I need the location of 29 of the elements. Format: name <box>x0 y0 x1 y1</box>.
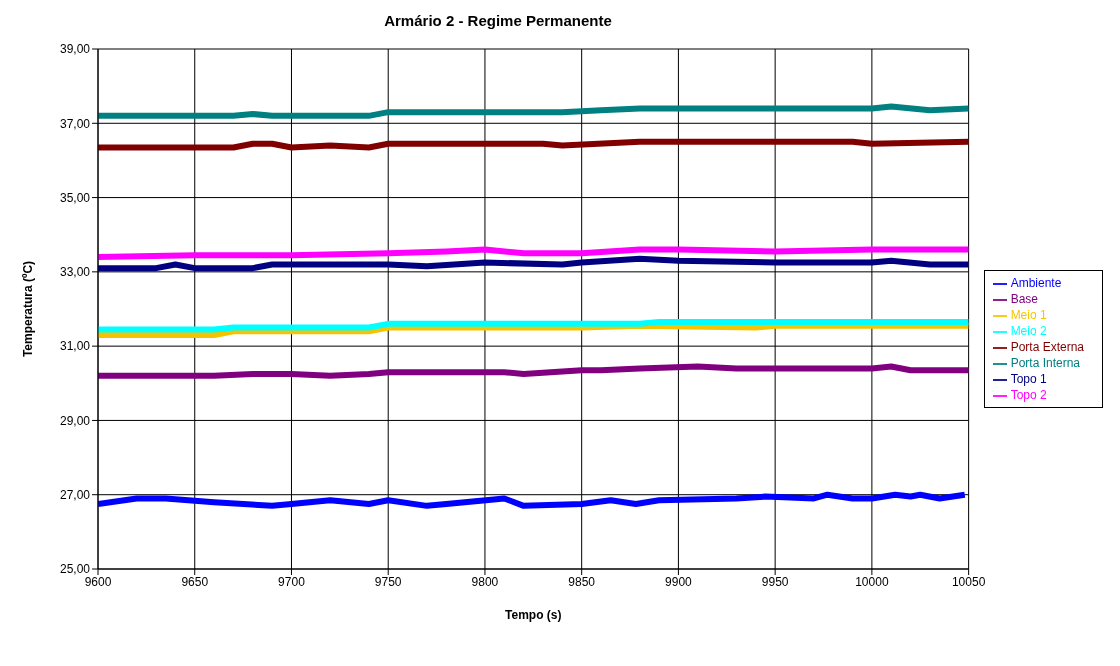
y-tick-label: 31,00 <box>59 339 91 354</box>
legend-label: Meio 1 <box>1010 308 1047 322</box>
y-tick-label: 33,00 <box>59 265 91 280</box>
y-tick-label: 25,00 <box>59 562 91 577</box>
legend-label: Topo 2 <box>1010 388 1047 402</box>
y-tick-label: 39,00 <box>59 42 91 57</box>
x-tick-label: 10050 <box>951 574 986 589</box>
y-tick-label: 29,00 <box>59 413 91 428</box>
legend-label: Topo 1 <box>1010 372 1047 386</box>
x-tick-label: 9800 <box>471 574 499 589</box>
legend-label: Ambiente <box>1010 276 1062 290</box>
x-tick-label: 9650 <box>181 574 209 589</box>
x-tick-label: 9750 <box>374 574 402 589</box>
x-tick-label: 9850 <box>568 574 596 589</box>
legend-label: Porta Interna <box>1010 356 1080 370</box>
y-axis-title: Temperatura (ºC) <box>21 260 36 358</box>
x-tick-label: 9950 <box>761 574 789 589</box>
x-axis-title: Tempo (s) <box>505 608 562 622</box>
legend-label: Meio 2 <box>1010 324 1047 338</box>
x-tick-label: 9900 <box>665 574 693 589</box>
legend-label: Base <box>1010 292 1038 306</box>
x-tick-label: 9700 <box>278 574 306 589</box>
chart-title: Armário 2 - Regime Permanente <box>383 11 613 29</box>
y-tick-label: 37,00 <box>59 116 91 131</box>
legend-label: Porta Externa <box>1010 340 1084 354</box>
y-tick-label: 35,00 <box>59 190 91 205</box>
y-tick-label: 27,00 <box>59 487 91 502</box>
x-tick-label: 10000 <box>855 574 889 589</box>
x-tick-label: 9600 <box>84 574 112 589</box>
